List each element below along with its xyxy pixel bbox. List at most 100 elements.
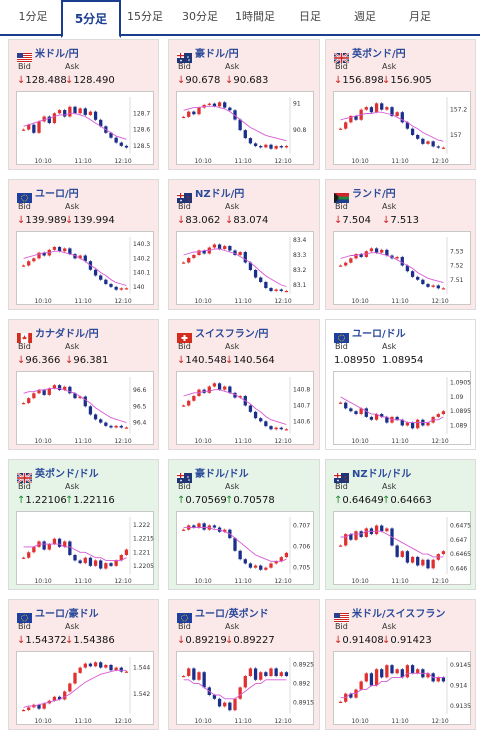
- tab-5min[interactable]: 5分足: [61, 0, 121, 38]
- currency-pair-link[interactable]: NZドル/円: [195, 189, 245, 200]
- tab-1min[interactable]: 1分足: [18, 10, 48, 23]
- uk-flag-icon: [16, 468, 33, 484]
- tab-weekly[interactable]: 週足: [354, 10, 376, 23]
- currency-pair-link[interactable]: ユーロ/円: [35, 189, 79, 200]
- arrow-up-icon: ↑: [225, 495, 234, 506]
- rate-card[interactable]: 英ポンド/ドル Bid Ask ↑1.22106 ↑1.22116 1.222 1.2215…: [8, 459, 159, 590]
- arrow-down-icon: ↓: [177, 75, 186, 86]
- price-chart[interactable]: 0.6475 0.647 0.6465 0.646 10:10 11:10 12:10: [333, 511, 471, 585]
- au-flag-icon: [177, 48, 192, 63]
- rate-card[interactable]: 米ドル/スイスフラン Bid Ask ↓0.91408 ↓0.91423 0.9145 0.…: [325, 599, 476, 730]
- tab-daily[interactable]: 日足: [299, 10, 321, 23]
- price-chart[interactable]: 91 90.8 10:10 11:10 12:10: [176, 91, 314, 165]
- price-chart-svg: 96.6 96.5 96.4 10:10 11:10 12:10: [21, 377, 147, 445]
- currency-pair-link[interactable]: ランド/円: [352, 189, 396, 200]
- rate-card[interactable]: 豪ドル/円 Bid Ask ↓90.678 ↓90.683 91 90.8 10:10 11:1…: [168, 39, 320, 170]
- x-tick-label: 12:10: [114, 438, 131, 445]
- price-chart[interactable]: 7.53 7.52 7.51 10:10 11:10 12:10: [333, 231, 471, 305]
- candle-body: [192, 525, 196, 528]
- rate-card[interactable]: 豪ドル/ドル Bid Ask ↑0.70569 ↑0.70578 0.707 0.706 0.…: [168, 459, 320, 590]
- candle-body: [385, 665, 389, 678]
- ask-label: Ask: [382, 62, 397, 71]
- tab-30min[interactable]: 30分足: [182, 10, 218, 23]
- candle-body: [416, 556, 420, 566]
- rate-card[interactable]: NZドル/ドル Bid Ask ↑0.64649 ↑0.64663 0.6475 0.647…: [325, 459, 476, 590]
- bid-label: Bid: [335, 342, 348, 351]
- price-chart[interactable]: 0.8925 0.892 0.8915 10:10 11:10 12:10: [176, 651, 314, 725]
- moving-average-line: [183, 679, 287, 700]
- price-chart[interactable]: 140.3 140.2 140.1 140 10:10 11:10 12:10: [16, 231, 154, 305]
- currency-pair-link[interactable]: ユーロ/英ポンド: [195, 609, 269, 620]
- candle-body: [78, 255, 82, 259]
- candle-body: [119, 555, 123, 561]
- candle-body: [187, 258, 191, 263]
- arrow-down-icon: ↓: [225, 215, 234, 226]
- price-chart[interactable]: 0.707 0.706 0.705 10:10 11:10 12:10: [176, 511, 314, 585]
- candle-body: [27, 261, 31, 266]
- currency-pair-link[interactable]: NZドル/ドル: [352, 469, 412, 480]
- arrow-down-icon: ↓: [65, 635, 74, 646]
- rate-card[interactable]: カナダドル/円 Bid Ask ↓96.366 ↓96.381 96.6 96.5 96.4 1…: [8, 319, 159, 450]
- x-tick-label: 12:10: [431, 298, 448, 305]
- price-chart[interactable]: 157.2 157 10:10 11:10 12:10: [333, 91, 471, 165]
- rate-card[interactable]: NZドル/円 Bid Ask ↓83.062 ↓83.074 83.4 83.3 83.2 83…: [168, 179, 320, 310]
- candle-body: [344, 122, 348, 129]
- currency-pair-link[interactable]: ユーロ/豪ドル: [35, 609, 99, 620]
- x-tick-label: 12:10: [431, 578, 448, 585]
- tab-monthly[interactable]: 月足: [409, 10, 431, 23]
- price-chart[interactable]: 1.222 1.2215 1.221 1.2205 10:10 11:10 12:10: [16, 511, 154, 585]
- rate-card[interactable]: ユーロ/ドル Bid Ask 1.08950 1.08954 1.0905 1.09 1.08…: [325, 319, 476, 450]
- currency-pair-link[interactable]: スイスフラン/円: [195, 329, 269, 340]
- candle-body: [390, 107, 394, 116]
- rate-card[interactable]: ランド/円 Bid Ask ↓7.504 ↓7.513 7.53 7.52 7.51 10:10…: [325, 179, 476, 310]
- price-chart[interactable]: 128.7 128.6 128.5 10:10 11:10 12:10: [16, 91, 154, 165]
- x-tick-label: 10:10: [194, 298, 211, 305]
- moving-average-line: [340, 530, 444, 558]
- x-tick-label: 12:10: [114, 298, 131, 305]
- price-chart[interactable]: 140.8 140.7 140.6 10:10 11:10 12:10: [176, 371, 314, 445]
- tab-15min[interactable]: 15分足: [127, 10, 163, 23]
- price-chart[interactable]: 96.6 96.5 96.4 10:10 11:10 12:10: [16, 371, 154, 445]
- price-chart[interactable]: 1.0905 1.09 1.0895 1.089 10:10 11:10 12:10: [333, 371, 471, 445]
- currency-pair-link[interactable]: 米ドル/スイスフラン: [352, 609, 446, 620]
- rate-card[interactable]: ユーロ/豪ドル Bid Ask ↓1.54372 ↓1.54386 1.544 1.542 1…: [8, 599, 159, 730]
- ask-value: 1.08954: [382, 355, 423, 366]
- price-chart[interactable]: 0.9145 0.914 0.9135 10:10 11:10 12:10: [333, 651, 471, 725]
- rate-card[interactable]: 米ドル/円 Bid Ask ↓128.488 ↓128.490 128.7 128.6 128…: [8, 39, 159, 170]
- y-tick-label: 90.8: [293, 127, 307, 134]
- nz-flag-icon: [334, 473, 349, 483]
- tab-1hour[interactable]: 1時間足: [235, 10, 275, 23]
- candle-body: [212, 103, 217, 107]
- candle-body: [248, 262, 253, 270]
- candle-body: [202, 672, 206, 688]
- currency-pair-link[interactable]: カナダドル/円: [35, 329, 99, 340]
- bid-number: 83.062: [185, 215, 221, 226]
- ask-value: ↓1.54386: [65, 635, 115, 646]
- rate-card[interactable]: 英ポンド/円 Bid Ask ↓156.898 ↓156.905 157.2 157 10:1…: [325, 39, 476, 170]
- x-tick-label: 12:10: [431, 718, 448, 725]
- currency-pair-link[interactable]: 英ポンド/円: [352, 49, 406, 60]
- rate-card[interactable]: ユーロ/円 Bid Ask ↓139.989 ↓139.994 140.3 140.2 140…: [8, 179, 159, 310]
- ask-value: ↓0.91423: [382, 635, 432, 646]
- price-chart[interactable]: 83.4 83.3 83.2 83.1 10:10 11:10 12:10: [176, 231, 314, 305]
- candle-body: [68, 248, 72, 255]
- candle-body: [119, 425, 123, 428]
- candle-body: [42, 541, 46, 550]
- currency-pair-link[interactable]: 米ドル/円: [35, 49, 79, 60]
- rate-card[interactable]: ユーロ/英ポンド Bid Ask ↓0.89219 ↓0.89227 0.8925 0.89…: [168, 599, 320, 730]
- rate-card[interactable]: スイスフラン/円 Bid Ask ↓140.548 ↓140.564 140.8 140.7…: [168, 319, 320, 450]
- currency-pair-link[interactable]: 豪ドル/円: [195, 49, 239, 60]
- currency-pair-link[interactable]: 英ポンド/ドル: [35, 469, 99, 480]
- candle-body: [410, 665, 415, 674]
- moving-average-line: [23, 543, 127, 561]
- candle-body: [78, 667, 82, 673]
- ask-value: ↓7.513: [382, 215, 419, 226]
- y-tick-label: 140.1: [133, 270, 150, 277]
- candle-body: [217, 383, 222, 390]
- candle-body: [52, 696, 57, 701]
- price-chart[interactable]: 1.544 1.542 10:10 11:10 12:10: [16, 651, 154, 725]
- y-tick-label: 128.7: [133, 110, 150, 117]
- currency-pair-link[interactable]: ユーロ/ドル: [352, 329, 406, 340]
- candle-body: [410, 556, 415, 563]
- currency-pair-link[interactable]: 豪ドル/ドル: [195, 469, 249, 480]
